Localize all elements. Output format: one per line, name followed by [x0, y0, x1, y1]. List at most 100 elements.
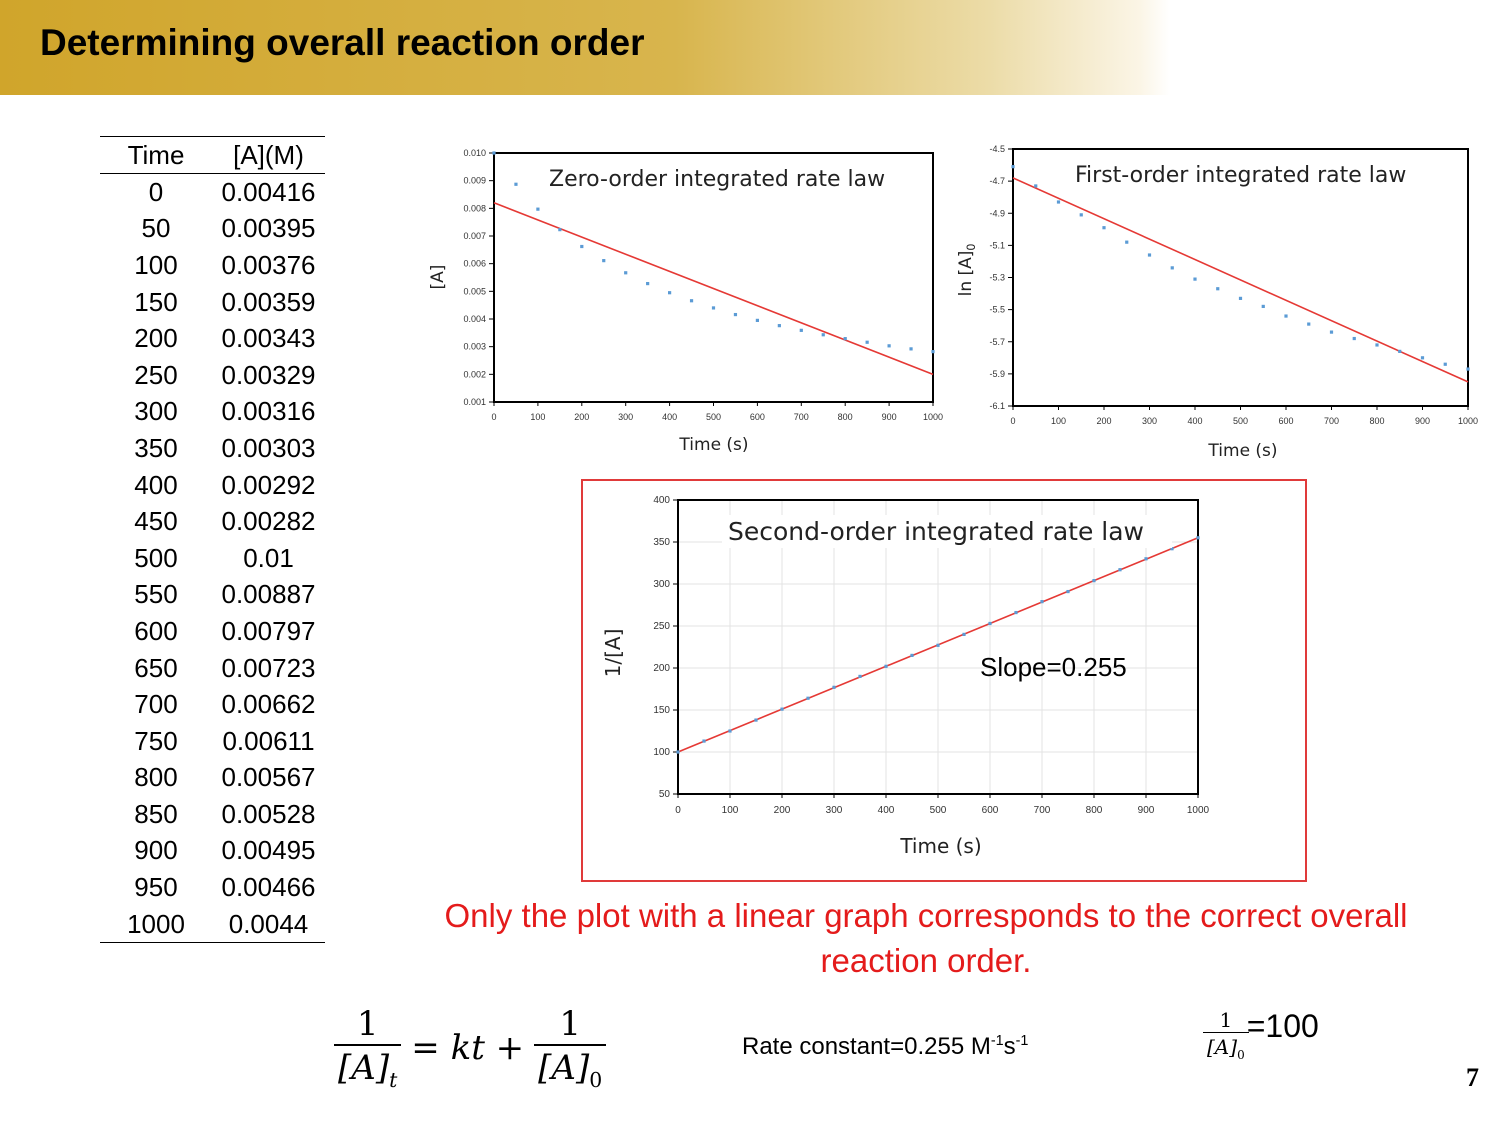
data-point [733, 312, 738, 317]
data-point [780, 707, 784, 711]
y-tick-label: -4.7 [989, 176, 1005, 186]
data-point [1147, 253, 1152, 257]
table-row: 850 0.00528 [100, 796, 325, 833]
x-tick-label: 200 [574, 412, 589, 422]
y-tick-label: 0.006 [463, 259, 486, 269]
table-row: 550 0.00887 [100, 577, 325, 614]
cell-concentration: 0.00662 [221, 689, 316, 720]
slope-label: Slope=0.255 [980, 652, 1127, 682]
x-tick-label: 400 [662, 412, 677, 422]
second-order-highlight-box [581, 479, 1307, 882]
table-row: 250 0.00329 [100, 357, 325, 394]
conclusion-text: Only the plot with a linear graph corres… [444, 897, 1408, 979]
x-tick-label: 600 [1278, 416, 1293, 426]
page-number: 7 [1466, 1063, 1479, 1092]
x-tick-label: 300 [826, 805, 843, 816]
data-point [1092, 579, 1096, 583]
table-row: 1000 0.0044 [100, 906, 325, 943]
chart-title: Zero-order integrated rate law [549, 167, 885, 192]
data-point [1079, 213, 1083, 217]
data-point [1011, 165, 1015, 169]
data-point [832, 685, 836, 689]
rate-constant-text: Rate constant=0.255 M-1s-1 [742, 1033, 1029, 1060]
x-tick-label: 0 [1010, 416, 1015, 426]
x-tick-label: 900 [1415, 416, 1430, 426]
cell-time: 950 [134, 872, 178, 903]
cell-time: 1000 [127, 908, 185, 939]
table-row: 350 0.00303 [100, 430, 325, 467]
y-axis-label: 1/[A] [601, 629, 625, 678]
second-order-chart: 50 100 150 200 250 300 350 400 0 100 200 300 400 500 6… [592, 488, 1292, 868]
data-point [1216, 287, 1220, 291]
cell-time: 300 [134, 396, 178, 427]
data-point [777, 324, 781, 328]
data-point [711, 306, 716, 310]
y-axis-label: ln [A]0 [956, 244, 978, 297]
cell-time: 750 [134, 725, 178, 756]
y-tick-label: 400 [653, 495, 670, 506]
x-axis-label: Time (s) [1207, 441, 1277, 461]
data-point [1466, 367, 1470, 371]
x-tick-label: 600 [750, 412, 765, 422]
data-point [536, 207, 540, 211]
x-tick-label: 700 [1034, 805, 1051, 816]
data-point [668, 291, 672, 295]
table-row: 450 0.00282 [100, 503, 325, 540]
column-header-concentration: [A](M) [212, 136, 325, 174]
equation-middle: = kt + [411, 1027, 525, 1068]
data-point [1125, 240, 1129, 244]
y-tick-label: 0.005 [463, 286, 486, 296]
cell-concentration: 0.00292 [221, 469, 316, 500]
table-row: 750 0.00611 [100, 723, 325, 760]
y-tick-label: 150 [653, 705, 670, 716]
x-tick-label: 0 [491, 412, 496, 422]
x-tick-label: 400 [878, 805, 895, 816]
y-tick-label: 350 [653, 537, 670, 548]
cell-concentration: 0.00797 [221, 615, 316, 646]
x-tick-label: 500 [706, 412, 721, 422]
data-point [821, 333, 825, 337]
data-point [1170, 266, 1174, 270]
data-point [931, 350, 935, 354]
data-point [754, 718, 758, 722]
cell-time: 400 [134, 469, 178, 500]
cell-concentration: 0.00359 [221, 286, 316, 317]
y-tick-label: 100 [653, 747, 670, 758]
y-tick-label: -5.9 [989, 369, 1005, 379]
chart-title: First-order integrated rate law [1075, 163, 1406, 188]
table-row: 100 0.00376 [100, 247, 325, 284]
x-tick-label: 400 [1187, 416, 1202, 426]
cell-time: 650 [134, 652, 178, 683]
x-axis-label: Time (s) [678, 435, 748, 455]
data-point [558, 228, 562, 232]
x-tick-label: 900 [882, 412, 897, 422]
x-tick-label: 700 [1324, 416, 1339, 426]
x-tick-label: 800 [838, 412, 853, 422]
cell-concentration: 0.00343 [221, 323, 316, 354]
cell-time: 100 [134, 249, 178, 280]
x-tick-label: 300 [1142, 416, 1157, 426]
x-tick-label: 1000 [1458, 416, 1478, 426]
data-point [799, 328, 803, 332]
data-point [492, 151, 496, 155]
y-tick-label: 0.002 [463, 369, 486, 379]
cell-concentration: 0.00567 [221, 762, 316, 793]
data-point [624, 271, 628, 275]
data-point [1040, 600, 1044, 604]
x-tick-label: 200 [1096, 416, 1111, 426]
cell-time: 700 [134, 689, 178, 720]
slide-title: Determining overall reaction order [40, 22, 645, 63]
data-point [1238, 296, 1243, 300]
y-tick-label: 0.008 [463, 203, 486, 213]
first-order-chart: -4.5 -4.7 -4.9 -5.1 -5.3 -5.5 -5.7 -5.9 -6.1 0 100… [955, 140, 1485, 464]
data-point [1284, 314, 1288, 318]
cell-concentration: 0.00395 [221, 213, 316, 244]
data-point [755, 318, 759, 322]
table-row: 900 0.00495 [100, 833, 325, 870]
cell-concentration: 0.00611 [222, 725, 315, 756]
chart-title: Second-order integrated rate law [728, 517, 1144, 546]
table-row: 200 0.00343 [100, 320, 325, 357]
data-point [1261, 304, 1265, 309]
y-tick-label: 50 [659, 789, 671, 800]
data-point [1375, 343, 1379, 347]
